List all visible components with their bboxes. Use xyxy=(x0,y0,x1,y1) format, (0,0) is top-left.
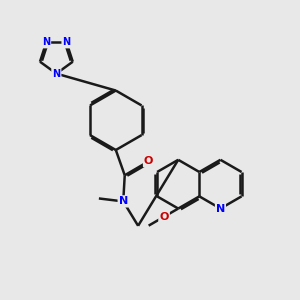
Text: N: N xyxy=(42,38,50,47)
Text: O: O xyxy=(159,212,169,222)
Text: N: N xyxy=(118,196,128,206)
Text: N: N xyxy=(62,38,70,47)
Text: O: O xyxy=(144,156,153,166)
Text: N: N xyxy=(42,38,50,47)
Text: N: N xyxy=(52,69,60,79)
Text: N: N xyxy=(52,69,60,79)
Text: N: N xyxy=(216,204,225,214)
Text: N: N xyxy=(62,38,70,47)
Text: N: N xyxy=(118,196,128,206)
Text: O: O xyxy=(159,212,169,222)
Text: O: O xyxy=(144,156,153,166)
Text: N: N xyxy=(216,204,225,214)
